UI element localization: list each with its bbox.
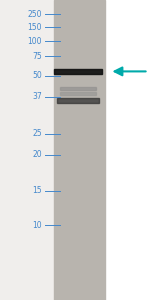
Bar <box>54 69 102 74</box>
Text: 25: 25 <box>32 129 42 138</box>
Text: 20: 20 <box>32 150 42 159</box>
Text: 250: 250 <box>27 10 42 19</box>
Text: 15: 15 <box>32 186 42 195</box>
Text: 75: 75 <box>32 52 42 61</box>
Text: 100: 100 <box>27 37 42 46</box>
Text: 10: 10 <box>32 220 42 230</box>
Bar <box>60 87 96 90</box>
Text: 50: 50 <box>32 71 42 80</box>
Text: 150: 150 <box>27 22 42 32</box>
Text: 37: 37 <box>32 92 42 101</box>
Bar <box>60 92 96 94</box>
Bar <box>54 0 105 300</box>
Bar <box>57 98 99 103</box>
Bar <box>0 0 54 300</box>
